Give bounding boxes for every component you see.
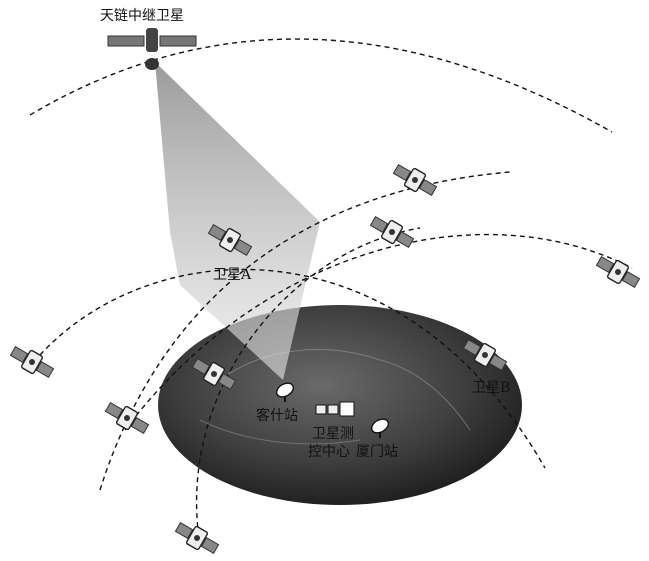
landmass [199,419,361,445]
satellite [595,255,641,289]
control-center-icon [315,401,355,417]
relay-beam [155,62,320,380]
ground-station [275,382,295,402]
ground-station [370,418,390,438]
label: 客什站 [256,407,298,424]
orbit [39,268,546,469]
satellite [369,215,415,249]
label: 卫星A [213,267,252,283]
label: 厦门站 [356,444,398,460]
relay-satellite [107,28,197,70]
satellite [174,521,220,555]
orbit [29,38,613,133]
satellite [104,401,150,435]
orbit [124,233,633,431]
satellite [392,163,438,197]
orbit [195,227,421,546]
label: 控中心 [308,444,350,460]
label: 卫星测 [312,426,354,442]
label: 卫星B [472,380,510,396]
label: 天链中继卫星 [100,8,184,24]
landmass [219,349,471,431]
satellite [9,345,55,379]
